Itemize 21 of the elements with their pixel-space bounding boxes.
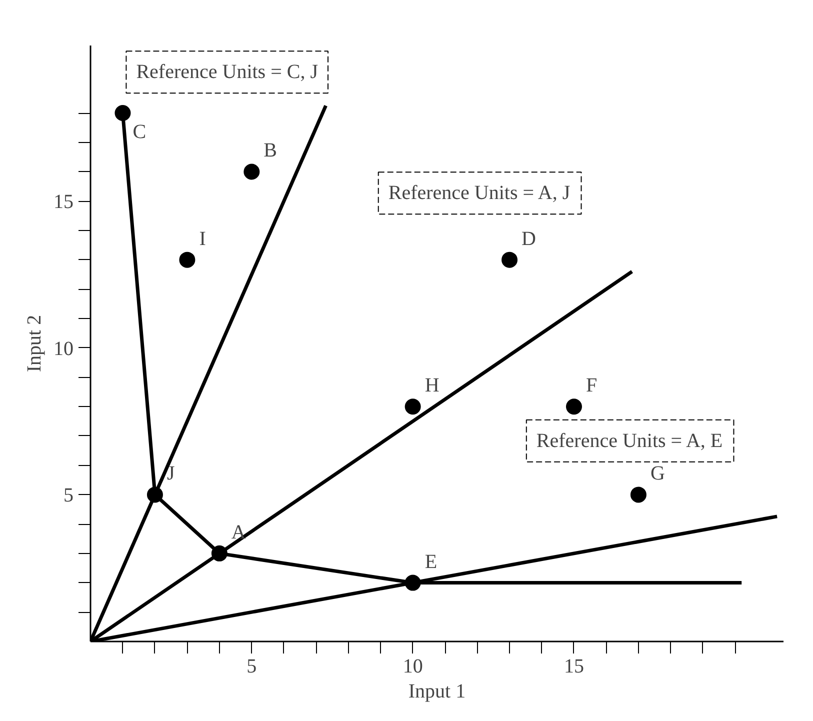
annotation: C bbox=[132, 121, 146, 144]
annotation: Reference Units = A, E bbox=[536, 430, 723, 452]
annotation: I bbox=[199, 228, 206, 250]
annotation: J bbox=[166, 462, 175, 485]
annotation: A bbox=[231, 521, 246, 544]
annotation: G bbox=[650, 462, 665, 485]
y-tick-label: 15 bbox=[54, 191, 74, 214]
x-tick-label: 5 bbox=[246, 656, 257, 678]
x-tick-label: 10 bbox=[402, 656, 423, 678]
annotation: F bbox=[586, 374, 598, 397]
annotation: B bbox=[264, 140, 278, 162]
annotation: D bbox=[522, 228, 536, 250]
y-tick-label: 10 bbox=[54, 338, 74, 360]
annotation: Reference Units = C, J bbox=[136, 61, 318, 84]
y-axis-title: Input 2 bbox=[24, 314, 46, 372]
y-tick-label: 5 bbox=[64, 484, 74, 507]
annotation: Reference Units = A, J bbox=[388, 182, 570, 204]
x-tick-label: 15 bbox=[564, 656, 584, 678]
x-axis-title: Input 1 bbox=[408, 680, 466, 702]
annotation: H bbox=[424, 374, 440, 397]
annotation: E bbox=[424, 550, 438, 573]
